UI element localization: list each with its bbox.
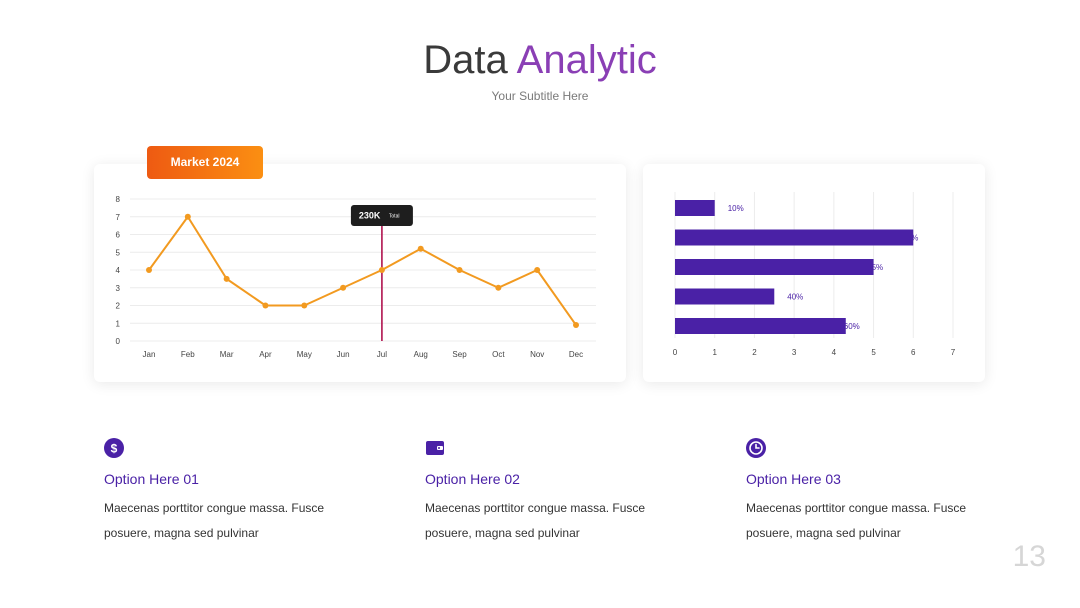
option-text: Maecenas porttitor congue massa. Fusce p… [746, 501, 967, 540]
y-tick-label: 6 [116, 231, 121, 240]
x-tick-label: Nov [530, 350, 544, 359]
x-tick-label: 3 [792, 348, 797, 357]
x-tick-label: 7 [951, 348, 956, 357]
x-tick-label: Feb [181, 350, 195, 359]
option-title: Option Here 03 [746, 471, 841, 487]
tooltip-value: 230K [359, 211, 381, 221]
bar [675, 229, 914, 246]
page-title: Data Analytic [0, 36, 1080, 84]
x-tick-label: Jan [143, 350, 156, 359]
data-point [223, 275, 230, 282]
x-tick-label: 1 [712, 348, 717, 357]
data-point [378, 267, 385, 273]
y-tick-label: 8 [116, 195, 121, 204]
x-tick-label: Jun [337, 350, 350, 359]
y-tick-label: 5 [116, 248, 121, 257]
option-text: Maecenas porttitor congue massa. Fusce p… [104, 501, 325, 540]
data-point [146, 267, 152, 273]
page-number: 13 [1012, 540, 1046, 573]
svg-text:$: $ [111, 442, 118, 456]
bar [675, 200, 715, 216]
data-point [417, 245, 424, 252]
data-point [456, 267, 463, 273]
y-tick-label: 4 [116, 266, 121, 275]
option-1: $ Option Here 01 Maecenas porttitor cong… [104, 438, 364, 546]
x-tick-label: 0 [673, 348, 678, 357]
data-point [534, 267, 541, 273]
bar [675, 288, 775, 305]
x-tick-label: 4 [832, 348, 837, 357]
y-tick-label: 2 [116, 302, 121, 311]
y-tick-label: 1 [116, 319, 121, 328]
option-3: Option Here 03 Maecenas porttitor congue… [746, 438, 1006, 546]
data-point [262, 302, 269, 309]
title-main: Data [423, 38, 508, 82]
x-tick-label: May [297, 350, 312, 359]
option-title: Option Here 02 [425, 471, 520, 487]
x-tick-label: Aug [414, 350, 428, 359]
line-chart-card [94, 164, 626, 382]
tooltip-box [350, 205, 413, 226]
wallet-icon [425, 438, 445, 458]
x-tick-label: Sep [452, 350, 467, 359]
y-tick-label: 3 [116, 284, 121, 293]
option-2: Option Here 02 Maecenas porttitor congue… [425, 438, 685, 546]
bar-label: 40% [787, 293, 803, 302]
bar [675, 259, 874, 275]
x-tick-label: 6 [911, 348, 916, 357]
market-badge: Market 2024 [147, 146, 263, 179]
dollar-icon: $ [104, 438, 124, 458]
bar-label: % [911, 234, 918, 243]
x-tick-label: Dec [569, 350, 583, 359]
x-tick-label: Oct [492, 350, 505, 359]
clock-icon [746, 438, 766, 458]
x-tick-label: Apr [259, 350, 272, 359]
bar-label: 60% [844, 322, 860, 331]
x-tick-label: Mar [220, 350, 234, 359]
bar-label: 5% [872, 263, 884, 272]
page-subtitle: Your Subtitle Here [491, 89, 589, 103]
x-tick-label: Jul [377, 350, 387, 359]
option-text: Maecenas porttitor congue massa. Fusce p… [425, 501, 646, 540]
bar-label: 10% [728, 204, 744, 213]
data-point [301, 302, 308, 309]
data-point [573, 322, 579, 329]
y-tick-label: 0 [116, 337, 121, 346]
series-line [148, 215, 577, 326]
title-accent: Analytic [516, 38, 657, 82]
x-tick-label: 2 [752, 348, 757, 357]
y-tick-label: 7 [116, 213, 121, 222]
data-point [184, 213, 191, 220]
tooltip-label: Total [389, 214, 400, 220]
data-point [495, 284, 502, 291]
bar [675, 318, 846, 334]
option-title: Option Here 01 [104, 471, 199, 487]
x-tick-label: 5 [871, 348, 876, 357]
data-point [340, 284, 347, 291]
